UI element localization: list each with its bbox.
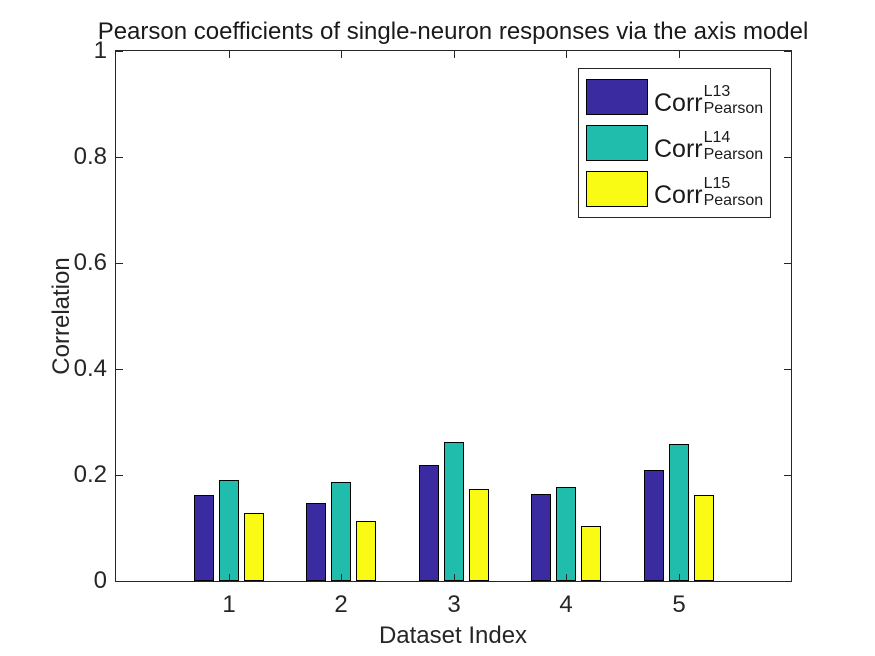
bar-l13-x4 (531, 494, 551, 581)
legend-swatch-l15 (586, 171, 648, 207)
legend-label-subscript: Pearson (703, 192, 764, 209)
y-tick-left (116, 157, 123, 158)
legend-label-l14: Corr L14 Pearson (654, 129, 764, 166)
bar-l14-x5 (669, 444, 689, 581)
legend: Corr L13 Pearson Corr L14 Pearson Corr L15 Pears… (578, 68, 771, 218)
bar-l13-x2 (306, 503, 326, 581)
bar-l14-x1 (219, 480, 239, 581)
y-tick-right (784, 263, 791, 264)
legend-label-base: Corr (654, 88, 703, 117)
y-tick-left (116, 475, 123, 476)
y-tick-left (116, 369, 123, 370)
bar-l15-x5 (694, 495, 714, 581)
legend-swatch-l13 (586, 79, 648, 115)
legend-label-scripts: L14 Pearson (704, 129, 764, 163)
legend-label-l13: Corr L13 Pearson (654, 83, 764, 120)
bar-l15-x4 (581, 526, 601, 581)
legend-label-subscript: Pearson (703, 146, 764, 163)
x-tick-top (341, 51, 342, 58)
bar-l13-x1 (194, 495, 214, 581)
y-tick-label: 0.4 (73, 355, 107, 382)
legend-label-scripts: L13 Pearson (704, 83, 764, 117)
x-tick-label: 5 (672, 591, 686, 618)
x-tick-top (229, 51, 230, 58)
bar-l14-x2 (331, 482, 351, 581)
bar-l14-x4 (556, 487, 576, 581)
legend-label-base: Corr (654, 134, 703, 163)
bar-l14-x3 (444, 442, 464, 581)
legend-label-base: Corr (654, 180, 703, 209)
legend-item-l14: Corr L14 Pearson (586, 125, 770, 163)
x-tick-bottom (341, 574, 342, 581)
x-tick-label: 4 (559, 591, 573, 618)
x-tick-top (679, 51, 680, 58)
legend-item-l15: Corr L15 Pearson (586, 171, 770, 209)
y-tick-label: 0.2 (73, 461, 107, 488)
x-tick-label: 2 (334, 591, 348, 618)
legend-label-superscript: L15 (703, 175, 731, 192)
y-tick-left (116, 581, 123, 582)
y-tick-right (784, 157, 791, 158)
x-axis-label: Dataset Index (378, 622, 528, 649)
y-tick-label: 1 (93, 37, 107, 64)
y-tick-label: 0 (93, 567, 107, 594)
legend-label-superscript: L14 (703, 129, 731, 146)
legend-label-superscript: L13 (703, 83, 731, 100)
bar-l15-x3 (469, 489, 489, 581)
chart-title: Pearson coefficients of single-neuron re… (97, 18, 809, 45)
bar-l13-x5 (644, 470, 664, 581)
x-tick-bottom (679, 574, 680, 581)
y-tick-left (116, 51, 123, 52)
x-tick-label: 3 (447, 591, 461, 618)
y-tick-label: 0.8 (73, 143, 107, 170)
y-tick-left (116, 263, 123, 264)
y-tick-right (784, 475, 791, 476)
bar-l15-x1 (244, 513, 264, 581)
y-tick-right (784, 51, 791, 52)
y-tick-label: 0.6 (73, 249, 107, 276)
x-tick-label: 1 (222, 591, 236, 618)
legend-label-l15: Corr L15 Pearson (654, 175, 764, 212)
y-tick-right (784, 581, 791, 582)
x-tick-bottom (229, 574, 230, 581)
bar-l13-x3 (419, 465, 439, 581)
x-tick-bottom (566, 574, 567, 581)
bar-l15-x2 (356, 521, 376, 581)
legend-label-scripts: L15 Pearson (704, 175, 764, 209)
legend-label-subscript: Pearson (703, 100, 764, 117)
x-tick-bottom (454, 574, 455, 581)
y-tick-right (784, 369, 791, 370)
x-tick-top (454, 51, 455, 58)
x-tick-top (566, 51, 567, 58)
legend-item-l13: Corr L13 Pearson (586, 79, 770, 117)
legend-swatch-l14 (586, 125, 648, 161)
